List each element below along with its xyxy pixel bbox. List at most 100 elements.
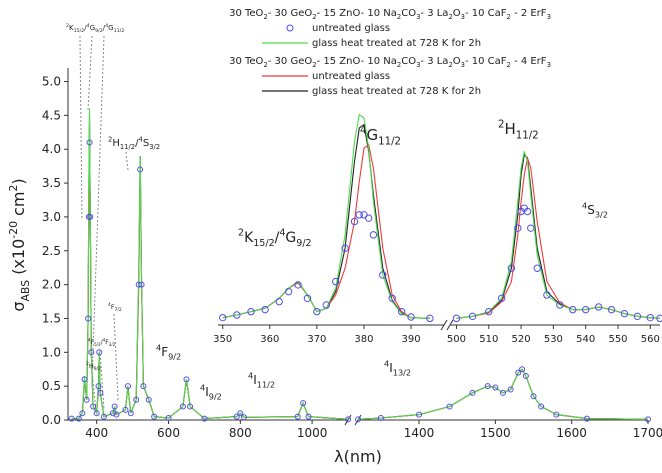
leader bbox=[125, 151, 129, 171]
text-part: 3 bbox=[461, 13, 465, 21]
data-point bbox=[237, 410, 244, 417]
x-tick-label: 600 bbox=[157, 426, 180, 440]
data-point bbox=[322, 301, 330, 309]
annotation: 4F9/2 bbox=[156, 343, 181, 362]
data-point bbox=[507, 386, 514, 393]
text-part: 2 bbox=[108, 136, 112, 144]
annotation: 4I13/2 bbox=[384, 359, 411, 378]
text-part: 3 bbox=[416, 61, 420, 69]
data-point bbox=[522, 373, 529, 379]
text-part: K bbox=[244, 230, 254, 246]
text-part: 2 bbox=[448, 61, 452, 69]
text-part: 2 bbox=[263, 13, 267, 21]
data-point bbox=[88, 349, 95, 356]
text-part: 13/2 bbox=[393, 368, 411, 378]
text-part: (x10 bbox=[9, 239, 28, 280]
data-point bbox=[633, 312, 642, 321]
x-tick-label: 1000 bbox=[297, 426, 328, 440]
data-point bbox=[86, 139, 93, 146]
text-part: F bbox=[111, 303, 115, 311]
text-part: I bbox=[389, 361, 393, 375]
data-point bbox=[469, 389, 476, 396]
data-point bbox=[90, 403, 97, 410]
data-point bbox=[583, 415, 590, 422]
y-axis-label: σABS (x10-20 cm2) bbox=[7, 178, 32, 311]
text-part: G bbox=[366, 126, 378, 144]
data-point bbox=[183, 376, 190, 383]
legend-title: 30 TeO2- 30 GeO2- 15 ZnO- 10 Na2CO3- 3 L… bbox=[229, 56, 551, 69]
data-point bbox=[305, 413, 312, 420]
data-point bbox=[646, 313, 655, 322]
y-tick-label: 3.5 bbox=[42, 176, 61, 190]
axis-break bbox=[446, 319, 454, 331]
x-tick-label: 400 bbox=[85, 426, 108, 440]
leader bbox=[79, 35, 83, 221]
data-point bbox=[468, 312, 477, 321]
data-point bbox=[219, 313, 227, 322]
text-part: 4 bbox=[87, 23, 90, 29]
legend-label: untreated glass bbox=[312, 71, 390, 82]
data-point bbox=[507, 264, 516, 272]
x-tick-label: 1700 bbox=[633, 426, 662, 440]
text-part: - 15 ZnO- 10 Na bbox=[317, 8, 397, 19]
text-part: - 3 La bbox=[420, 8, 448, 19]
text-part: 11/2 bbox=[257, 380, 275, 390]
annotation: 2H9/2 bbox=[86, 361, 101, 372]
text-part: 3 bbox=[461, 61, 465, 69]
series-line bbox=[222, 113, 430, 319]
data-point bbox=[96, 349, 103, 356]
text-part: G bbox=[108, 24, 113, 32]
text-part: G bbox=[90, 24, 95, 32]
data-point bbox=[81, 376, 88, 383]
text-part: 9/2 bbox=[209, 392, 222, 402]
data-point bbox=[556, 301, 564, 309]
text-part: 4 bbox=[88, 337, 91, 342]
data-point bbox=[201, 415, 208, 422]
text-part: 11/2 bbox=[120, 143, 135, 151]
text-part: H bbox=[504, 120, 515, 138]
text-part: 2 bbox=[498, 119, 504, 130]
data-point bbox=[514, 224, 522, 232]
legend-label: glass heat treated at 728 K for 2h bbox=[312, 38, 481, 49]
text-part: - 10 CaF bbox=[465, 8, 507, 19]
text-part: 3/2 bbox=[149, 143, 160, 151]
text-part: 4 bbox=[108, 302, 111, 308]
y-tick-label: 1.0 bbox=[42, 345, 61, 359]
data-point bbox=[179, 403, 186, 410]
text-part: 2 bbox=[312, 61, 316, 69]
text-part: 3/2 bbox=[595, 210, 608, 220]
text-part: 3 bbox=[547, 61, 551, 69]
x-tick-label: 520 bbox=[512, 334, 531, 345]
data-point bbox=[497, 294, 506, 302]
legend-title: 30 TeO2- 30 GeO2- 15 ZnO- 10 Na2CO3- 3 L… bbox=[229, 8, 551, 21]
text-part: -20 bbox=[7, 221, 20, 239]
data-point bbox=[127, 410, 134, 417]
text-part: - 30 GeO bbox=[268, 56, 313, 67]
annotation: 4F5/2/4F3/2 bbox=[88, 337, 116, 347]
series-line bbox=[222, 123, 430, 319]
axis-break bbox=[344, 414, 352, 426]
data-point bbox=[485, 307, 493, 316]
series-line bbox=[71, 115, 349, 420]
data-point bbox=[500, 389, 506, 396]
text-part: 7/2 bbox=[115, 307, 122, 313]
data-point bbox=[446, 403, 453, 410]
y-tick-label: 0.0 bbox=[42, 413, 61, 427]
leader bbox=[87, 35, 93, 111]
data-point bbox=[313, 307, 321, 316]
text-part: 2 bbox=[397, 61, 401, 69]
data-point bbox=[416, 411, 423, 418]
data-point bbox=[75, 415, 82, 422]
text-part: - 10 CaF bbox=[465, 56, 507, 67]
data-point bbox=[294, 413, 301, 420]
data-point bbox=[426, 314, 434, 323]
text-part: 2 bbox=[397, 13, 401, 21]
data-point bbox=[233, 413, 240, 420]
data-point bbox=[345, 416, 351, 423]
data-point bbox=[303, 294, 312, 302]
x-tick-label: 1400 bbox=[404, 426, 435, 440]
data-point bbox=[543, 291, 551, 299]
data-point bbox=[87, 213, 94, 220]
text-part: CO bbox=[401, 56, 416, 67]
data-point bbox=[240, 414, 247, 421]
